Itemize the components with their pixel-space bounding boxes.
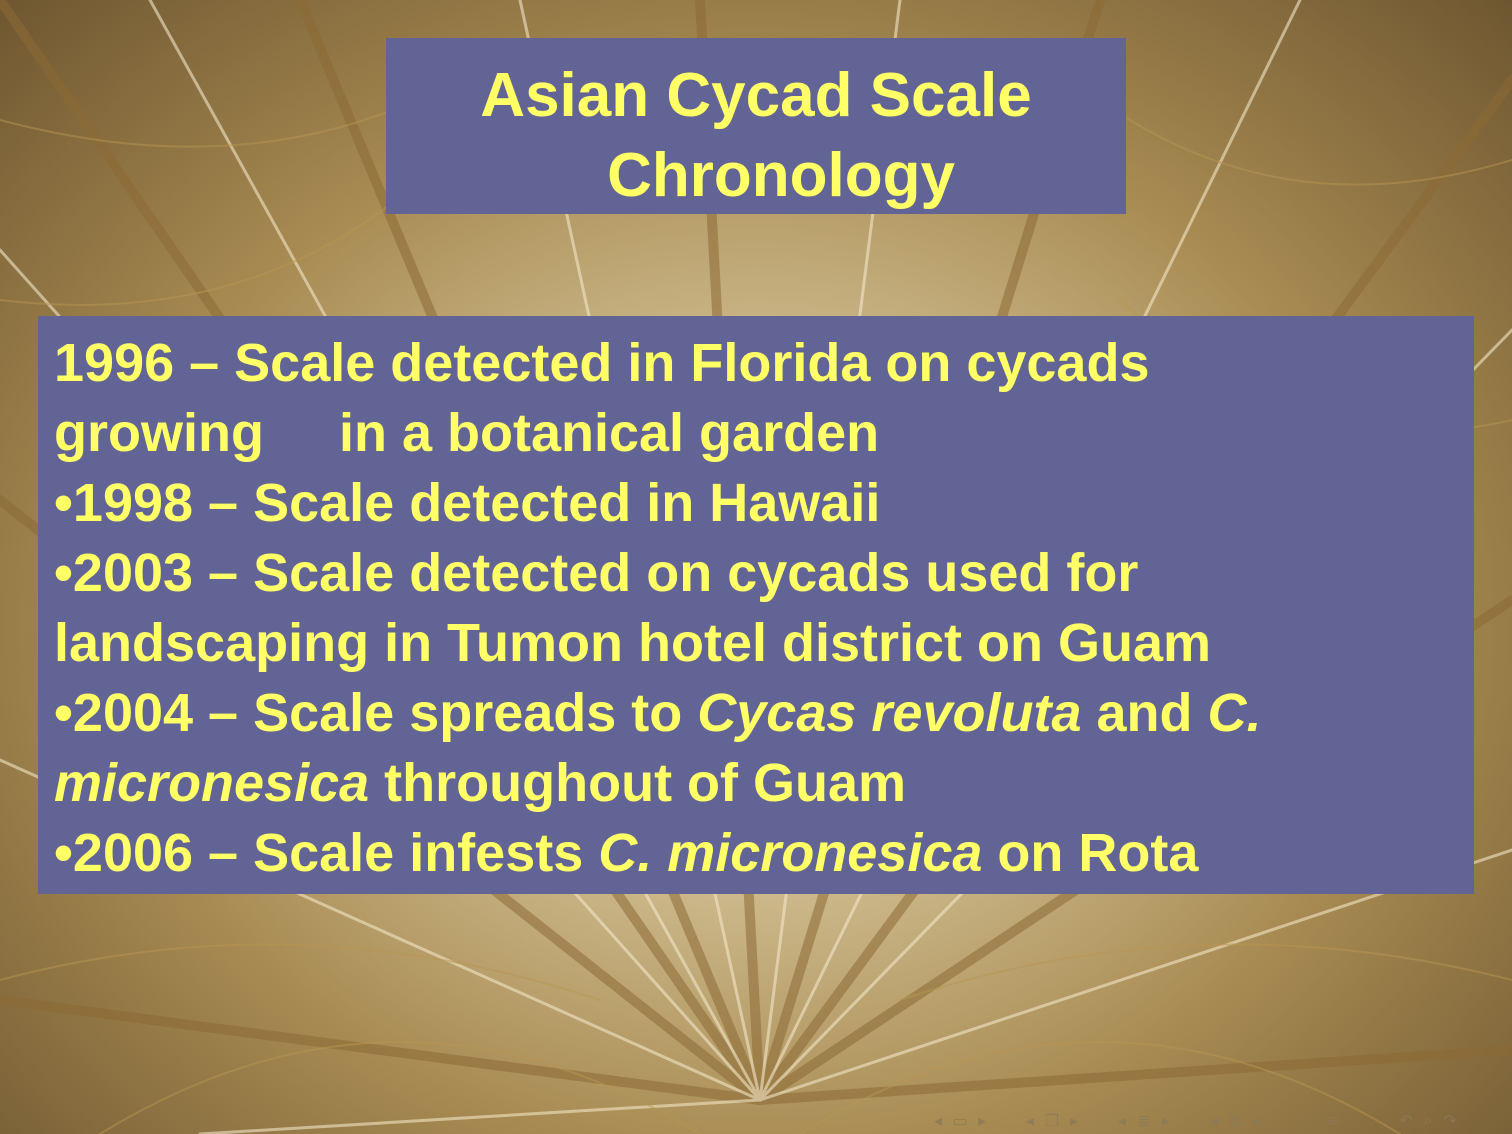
- beamer-navigation-bar: ◂ ▭ ▸ ◂ ❐ ▸ ◂ ≣ ▸ ◂ ≣ ▸ ≡ ↶ ⌕ ↷: [930, 1108, 1458, 1132]
- arrow-right-icon[interactable]: ▸: [977, 1110, 987, 1130]
- entry-2006-line-1: •2006 – Scale infests C. micronesica on …: [54, 818, 1474, 888]
- slide-title-line-2: Chronology: [607, 141, 955, 210]
- search-icon[interactable]: ⌕: [1423, 1110, 1433, 1129]
- entry-1996-line-2: growing in a botanical garden: [54, 403, 880, 463]
- entry-1998-line-1: •1998 – Scale detected in Hawaii: [54, 473, 881, 533]
- entry-1996-line-1: 1996 – Scale detected in Florida on cyca…: [54, 333, 1150, 393]
- entry-2003-line-2: landscaping in Tumon hotel district on G…: [54, 613, 1212, 673]
- entry-2003-line-1: •2003 – Scale detected on cycads used fo…: [54, 543, 1139, 603]
- entry-2004-text-c: and: [1081, 683, 1208, 743]
- search-back-icon[interactable]: ↶: [1399, 1110, 1413, 1130]
- entry-2004-genus-abbrev: C.: [1207, 683, 1262, 743]
- entry-2004-text-a: •2004 – Scale spreads to: [54, 683, 698, 743]
- subsection-icon[interactable]: ❐: [1044, 1110, 1060, 1130]
- section-icon[interactable]: ≣: [1229, 1110, 1243, 1130]
- arrow-left-icon[interactable]: ◂: [1025, 1110, 1035, 1130]
- align-icon[interactable]: ≡: [1325, 1110, 1339, 1130]
- section-icon[interactable]: ≣: [1137, 1110, 1151, 1130]
- entry-2004-text-e: throughout of Guam: [369, 753, 907, 813]
- arrow-right-icon[interactable]: ▸: [1253, 1110, 1263, 1130]
- entry-2004-species-micronesica: micronesica: [54, 753, 370, 813]
- arrow-right-icon[interactable]: ▸: [1069, 1110, 1079, 1130]
- arrow-left-icon[interactable]: ◂: [933, 1110, 943, 1130]
- entry-2006-text-c: on Rota: [982, 823, 1199, 883]
- entry-2004-species-cycas-revoluta: Cycas revoluta: [697, 683, 1082, 743]
- arrow-left-icon[interactable]: ◂: [1209, 1110, 1219, 1130]
- entry-2006-species-c-micronesica: C. micronesica: [598, 823, 983, 883]
- chronology-content-box: 1996 – Scale detected in Florida on cyca…: [38, 316, 1474, 894]
- frame-icon[interactable]: ▭: [952, 1110, 968, 1130]
- arrow-right-icon[interactable]: ▸: [1161, 1110, 1171, 1130]
- slide-title-box: Asian Cycad Scale Chronology: [386, 38, 1126, 214]
- slide-title-line-1: Asian Cycad Scale: [480, 61, 1032, 130]
- entry-2004-line-2: micronesica throughout of Guam: [54, 748, 1474, 818]
- entry-2004-line-1: •2004 – Scale spreads to Cycas revoluta …: [54, 678, 1474, 748]
- arrow-left-icon[interactable]: ◂: [1117, 1110, 1127, 1130]
- entry-2006-text-a: •2006 – Scale infests: [54, 823, 599, 883]
- search-forward-icon[interactable]: ↷: [1443, 1110, 1457, 1130]
